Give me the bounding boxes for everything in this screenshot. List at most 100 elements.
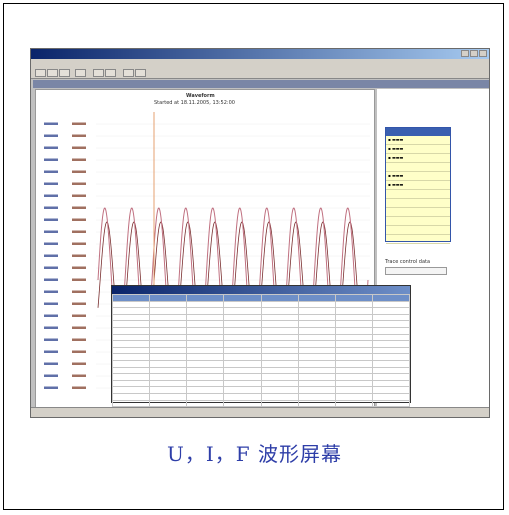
table-row[interactable] [111, 392, 411, 401]
table-row[interactable] [111, 399, 411, 408]
trace-control-field[interactable] [385, 267, 447, 275]
table-cell [149, 294, 188, 302]
legend-row[interactable] [386, 217, 450, 226]
table-row[interactable] [111, 313, 411, 322]
table-cell [371, 386, 411, 394]
minimize-icon[interactable] [461, 50, 469, 57]
axis-tick-label [44, 146, 58, 149]
table-cell [371, 373, 411, 381]
table-cell [111, 313, 151, 322]
axis-tick-label [72, 122, 86, 125]
toolbar-button[interactable] [35, 69, 46, 77]
axis-tick-label [44, 218, 58, 221]
table-cell [334, 294, 373, 302]
table-cell [260, 379, 299, 388]
table-row[interactable] [111, 300, 411, 309]
axis-tick-label [72, 326, 86, 329]
table-row[interactable] [111, 379, 411, 388]
axis-tick-label [72, 134, 86, 137]
axis-tick-label [44, 206, 58, 209]
toolbar-button[interactable] [59, 69, 70, 77]
side-panel: ▪ ▬▬▬ ▪ ▬▬▬ ▪ ▬▬▬ ▪ ▬▬▬ ▪ ▬▬▬ Trace cont… [377, 89, 489, 409]
table-cell [334, 366, 373, 375]
table-cell [297, 300, 336, 309]
trace-control-label: Trace control data [385, 259, 431, 265]
table-cell [260, 359, 299, 368]
axis-tick-label [72, 146, 86, 149]
axis-tick-label [72, 290, 86, 293]
table-cell [111, 333, 151, 342]
table-cell [371, 340, 411, 348]
table-cell [111, 346, 151, 355]
table-row[interactable] [111, 386, 411, 394]
close-icon[interactable] [479, 50, 487, 57]
toolbar-button[interactable] [47, 69, 58, 77]
table-cell [223, 379, 262, 388]
toolbar-button[interactable] [123, 69, 134, 77]
axis-tick-label [72, 170, 86, 173]
dialog-title-bar [112, 286, 410, 294]
document-title-bar [33, 80, 489, 88]
table-cell [186, 353, 225, 361]
table-row[interactable] [111, 353, 411, 361]
table-cell [149, 373, 188, 381]
table-row[interactable] [111, 346, 411, 355]
table-cell [223, 340, 262, 348]
table-row[interactable] [111, 320, 411, 328]
table-cell [223, 320, 262, 328]
table-cell [186, 366, 225, 375]
axis-tick-label [44, 242, 58, 245]
toolbar-button[interactable] [93, 69, 104, 77]
axis-tick-label [72, 158, 86, 161]
axis-tick-label [72, 254, 86, 257]
legend-row[interactable] [386, 163, 450, 172]
image-frame [3, 3, 504, 510]
table-cell [334, 300, 373, 309]
axis-tick-label [72, 266, 86, 269]
legend-row[interactable]: ▪ ▬▬▬ [386, 181, 450, 190]
figure-caption: U，I，F 波形屏幕 [167, 442, 342, 466]
table-cell [149, 353, 188, 361]
table-cell [223, 300, 262, 309]
table-cell [260, 313, 299, 322]
axis-tick-label [72, 182, 86, 185]
table-row[interactable] [111, 366, 411, 375]
legend-row[interactable] [386, 235, 450, 244]
maximize-icon[interactable] [470, 50, 478, 57]
table-cell [186, 399, 225, 408]
table-cell [371, 359, 411, 368]
table-cell [149, 379, 188, 388]
axis-tick-label [72, 230, 86, 233]
table-cell [111, 386, 151, 394]
table-cell [297, 307, 336, 315]
table-cell [186, 313, 225, 322]
axis-tick-label [44, 134, 58, 137]
legend-row[interactable] [386, 190, 450, 199]
axis-tick-label [44, 182, 58, 185]
legend-row[interactable]: ▪ ▬▬▬ [386, 172, 450, 181]
axis-tick-label [44, 230, 58, 233]
table-row[interactable] [111, 340, 411, 348]
table-row[interactable] [111, 373, 411, 381]
toolbar-button[interactable] [135, 69, 146, 77]
legend-row[interactable] [386, 226, 450, 235]
table-row[interactable] [111, 294, 411, 302]
table-row[interactable] [111, 307, 411, 315]
legend-row[interactable] [386, 208, 450, 217]
axis-tick-label [44, 122, 58, 125]
legend-row[interactable]: ▪ ▬▬▬ [386, 154, 450, 163]
table-cell [297, 359, 336, 368]
table-row[interactable] [111, 326, 411, 335]
legend-row[interactable]: ▪ ▬▬▬ [386, 136, 450, 145]
table-row[interactable] [111, 359, 411, 368]
table-cell [149, 359, 188, 368]
table-cell [149, 392, 188, 401]
toolbar-button[interactable] [105, 69, 116, 77]
legend-row[interactable] [386, 199, 450, 208]
toolbar-button[interactable] [75, 69, 86, 77]
table-row[interactable] [111, 333, 411, 342]
legend-row[interactable]: ▪ ▬▬▬ [386, 145, 450, 154]
table-cell [371, 392, 411, 401]
table-cell [334, 340, 373, 348]
table-cell [371, 353, 411, 361]
